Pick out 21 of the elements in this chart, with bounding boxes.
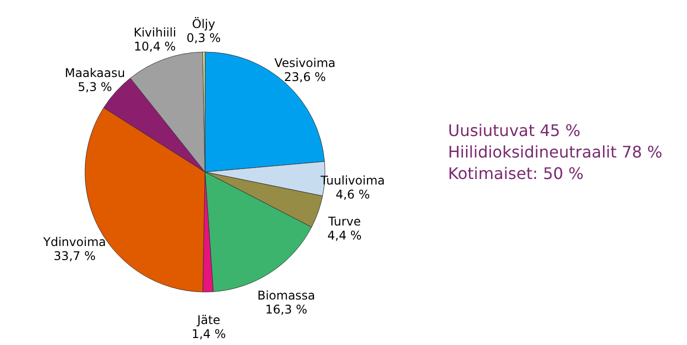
data-label: 4,6 % <box>336 187 370 202</box>
slice-label: Biomassa <box>257 288 316 303</box>
data-label: 1,4 % <box>192 326 226 341</box>
slice-label: Maakaasu <box>64 66 126 80</box>
data-label: 33,7 % <box>54 249 96 264</box>
text: Kotimaiset: 50 % <box>448 164 584 184</box>
data-label: 0,3 % <box>186 31 221 46</box>
data-label: 16,3 % <box>265 302 308 317</box>
data-label: 5,3 % <box>78 80 112 94</box>
text: Uusiutuvat 45 % <box>448 120 580 140</box>
data-label: 23,6 % <box>284 70 326 84</box>
slice-label: Jäte <box>196 312 220 327</box>
slice-label: Öljy <box>192 17 216 32</box>
data-label: 10,4 % <box>134 40 176 54</box>
slice-label: Kivihiili <box>134 26 176 40</box>
slice-label: Vesivoima <box>274 56 336 70</box>
slice-label: Turve <box>327 214 361 228</box>
data-label: 4,4 % <box>327 228 362 242</box>
text: Hiilidioksidineutraalit 78 % <box>448 142 662 162</box>
slice-label: Tuulivoima <box>320 173 385 188</box>
slice-label: Ydinvoima <box>42 235 106 250</box>
